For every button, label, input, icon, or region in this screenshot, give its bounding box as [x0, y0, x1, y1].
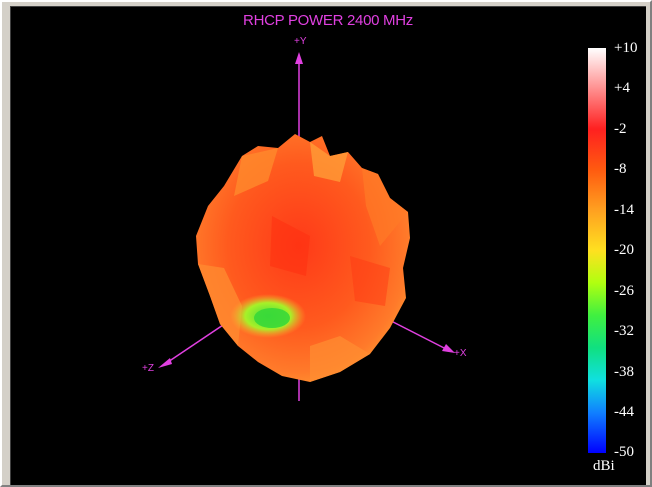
z-axis-arrow — [158, 358, 172, 368]
scale-tick-label: -20 — [614, 242, 634, 258]
z-axis-label: +Z — [142, 363, 154, 374]
scale-tick-label: -14 — [614, 202, 634, 218]
plot-viewport[interactable]: RHCP POWER 2400 MHz — [10, 6, 646, 485]
scale-tick-label: -38 — [614, 364, 634, 380]
scale-tick-label: -44 — [614, 404, 634, 420]
pattern-facet — [350, 256, 390, 306]
scale-tick-label: +4 — [614, 80, 630, 96]
x-axis-label: +X — [454, 348, 467, 359]
pattern-facet — [198, 264, 242, 346]
scale-tick-label: -26 — [614, 283, 634, 299]
scale-tick-label: -2 — [614, 121, 627, 137]
pattern-facet — [310, 142, 348, 182]
plot-title: RHCP POWER 2400 MHz — [243, 12, 413, 29]
pattern-facet — [362, 168, 408, 246]
scale-tick-label: -8 — [614, 161, 627, 177]
pattern-facet — [310, 336, 370, 382]
x-axis-arrow — [442, 344, 455, 353]
scale-tick-label: +10 — [614, 40, 638, 56]
y-axis-label: +Y — [294, 36, 307, 47]
scale-tick-label: -32 — [614, 323, 634, 339]
pattern-facet — [270, 216, 310, 276]
pattern-null-region — [254, 308, 290, 328]
radiation-pattern-3d[interactable] — [10, 6, 646, 485]
color-scale-bar — [588, 48, 606, 453]
y-axis-arrow — [295, 52, 303, 64]
scale-unit-label: dBi — [593, 458, 615, 474]
pattern-facet — [234, 148, 278, 196]
scale-tick-label: -50 — [614, 444, 634, 460]
